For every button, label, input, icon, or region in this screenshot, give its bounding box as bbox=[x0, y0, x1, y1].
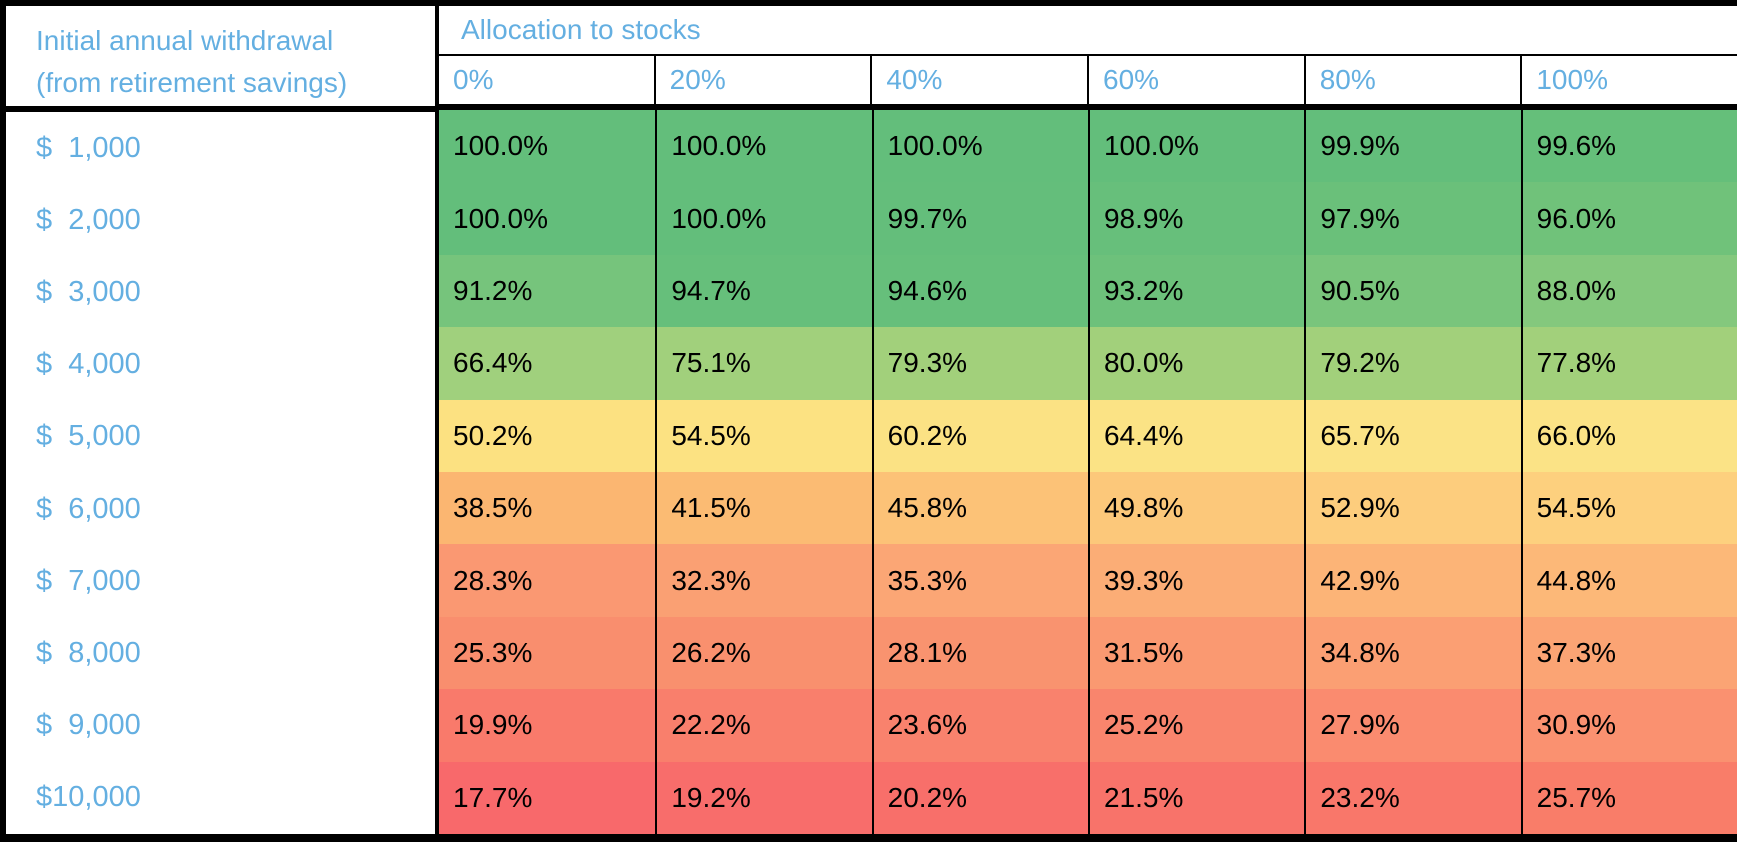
heatmap-cell: 21.5% bbox=[1087, 761, 1305, 834]
header-divider-line bbox=[6, 106, 435, 112]
heatmap-cell: 37.3% bbox=[1520, 616, 1737, 690]
header-divider-line bbox=[439, 104, 1737, 110]
row-label: $ 6,000 bbox=[36, 492, 141, 525]
heatmap-cell: 100.0% bbox=[439, 110, 656, 183]
row-axis-title: Initial annual withdrawal (from retireme… bbox=[6, 6, 435, 106]
heatmap-cell: 64.4% bbox=[1087, 399, 1305, 472]
heatmap-cell: 42.9% bbox=[1304, 544, 1521, 617]
heatmap-cell: 91.2% bbox=[439, 254, 656, 328]
heatmap-cell: 100.0% bbox=[439, 182, 656, 255]
heatmap-cell: 93.2% bbox=[1087, 254, 1305, 328]
row-label: $10,000 bbox=[36, 781, 141, 814]
heatmap-cell: 94.7% bbox=[655, 254, 872, 328]
heatmap-cell: 79.3% bbox=[871, 327, 1088, 400]
row-label: $ 8,000 bbox=[36, 636, 141, 669]
heatmap-cell: 45.8% bbox=[871, 472, 1088, 545]
col-header-20: 20% bbox=[653, 56, 871, 104]
heatmap-cell: 99.9% bbox=[1304, 110, 1521, 183]
heatmap-cell: 25.2% bbox=[1087, 689, 1305, 762]
heatmap-cell: 79.2% bbox=[1304, 327, 1521, 400]
heatmap-cell: 41.5% bbox=[655, 472, 872, 545]
column-headers-row: 0% 20% 40% 60% 80% 100% bbox=[439, 56, 1737, 104]
heatmap-cell: 23.6% bbox=[871, 689, 1088, 762]
heatmap-cell: 99.7% bbox=[871, 182, 1088, 255]
heatmap-cell: 60.2% bbox=[871, 399, 1088, 472]
row-labels-body: $ 1,000 $ 2,000 $ 3,000 $ 4,000 $ 5,000 $ 6,0… bbox=[6, 112, 435, 834]
heatmap-cell: 23.2% bbox=[1304, 761, 1521, 834]
heatmap-cell: 94.6% bbox=[871, 254, 1088, 328]
heatmap-cell: 25.7% bbox=[1520, 761, 1737, 834]
heatmap-cell: 80.0% bbox=[1087, 327, 1305, 400]
row-label: $ 2,000 bbox=[36, 203, 141, 236]
heatmap-cell: 19.9% bbox=[439, 689, 656, 762]
heatmap-cell: 34.8% bbox=[1304, 616, 1521, 690]
row-label-column: Initial annual withdrawal (from retireme… bbox=[6, 6, 435, 834]
heatmap-cell: 98.9% bbox=[1087, 182, 1305, 255]
col-header-100: 100% bbox=[1520, 56, 1737, 104]
heatmap-cell: 39.3% bbox=[1087, 544, 1305, 617]
heatmap-cell: 66.4% bbox=[439, 327, 656, 400]
heatmap-cell: 54.5% bbox=[1520, 472, 1737, 545]
row-label: $ 3,000 bbox=[36, 275, 141, 308]
heatmap-cell: 28.1% bbox=[871, 616, 1088, 690]
data-column-area: Allocation to stocks 0% 20% 40% 60% 80% … bbox=[435, 6, 1737, 834]
heatmap-cell: 52.9% bbox=[1304, 472, 1521, 545]
heatmap-cell: 30.9% bbox=[1520, 689, 1737, 762]
heatmap-cell: 100.0% bbox=[871, 110, 1088, 183]
row-label: $ 1,000 bbox=[36, 131, 141, 164]
heatmap-cell: 38.5% bbox=[439, 472, 656, 545]
heatmap-cell: 54.5% bbox=[655, 399, 872, 472]
col-axis-title: Allocation to stocks bbox=[439, 6, 1737, 56]
row-label: $ 5,000 bbox=[36, 420, 141, 453]
heatmap-cell: 25.3% bbox=[439, 616, 656, 690]
heatmap-cell: 99.6% bbox=[1520, 110, 1737, 183]
heatmap-cell: 96.0% bbox=[1520, 182, 1737, 255]
row-axis-title-line2: (from retirement savings) bbox=[36, 67, 348, 98]
row-label: $ 7,000 bbox=[36, 564, 141, 597]
heatmap-cell: 26.2% bbox=[655, 616, 872, 690]
heatmap-cell: 90.5% bbox=[1304, 254, 1521, 328]
heatmap-cell: 35.3% bbox=[871, 544, 1088, 617]
heatmap-cell: 75.1% bbox=[655, 327, 872, 400]
heatmap-cell: 32.3% bbox=[655, 544, 872, 617]
heatmap-cell: 31.5% bbox=[1087, 616, 1305, 690]
heatmap-cell: 28.3% bbox=[439, 544, 656, 617]
heatmap-cell: 97.9% bbox=[1304, 182, 1521, 255]
heatmap-cell: 100.0% bbox=[655, 182, 872, 255]
heatmap-grid: 100.0% 100.0% 100.0% 100.0% 99.9% 99.6% 100.0%… bbox=[439, 110, 1737, 834]
heatmap-cell: 20.2% bbox=[871, 761, 1088, 834]
heatmap-cell: 77.8% bbox=[1520, 327, 1737, 400]
heatmap-cell: 65.7% bbox=[1304, 399, 1521, 472]
heatmap-cell: 100.0% bbox=[1087, 110, 1305, 183]
row-label: $ 4,000 bbox=[36, 348, 141, 381]
heatmap-cell: 22.2% bbox=[655, 689, 872, 762]
row-axis-title-line1: Initial annual withdrawal bbox=[36, 25, 334, 56]
row-label: $ 9,000 bbox=[36, 709, 141, 742]
col-header-40: 40% bbox=[870, 56, 1087, 104]
heatmap-cell: 27.9% bbox=[1304, 689, 1521, 762]
col-header-80: 80% bbox=[1303, 56, 1521, 104]
heatmap-cell: 100.0% bbox=[655, 110, 872, 183]
heatmap-cell: 88.0% bbox=[1520, 254, 1737, 328]
heatmap-cell: 19.2% bbox=[655, 761, 872, 834]
col-header-60: 60% bbox=[1087, 56, 1304, 104]
heatmap-cell: 49.8% bbox=[1087, 472, 1305, 545]
heatmap-cell: 44.8% bbox=[1520, 544, 1737, 617]
heatmap-cell: 50.2% bbox=[439, 399, 656, 472]
heatmap-cell: 17.7% bbox=[439, 761, 656, 834]
heatmap-cell: 66.0% bbox=[1520, 399, 1737, 472]
col-header-0: 0% bbox=[453, 64, 494, 95]
